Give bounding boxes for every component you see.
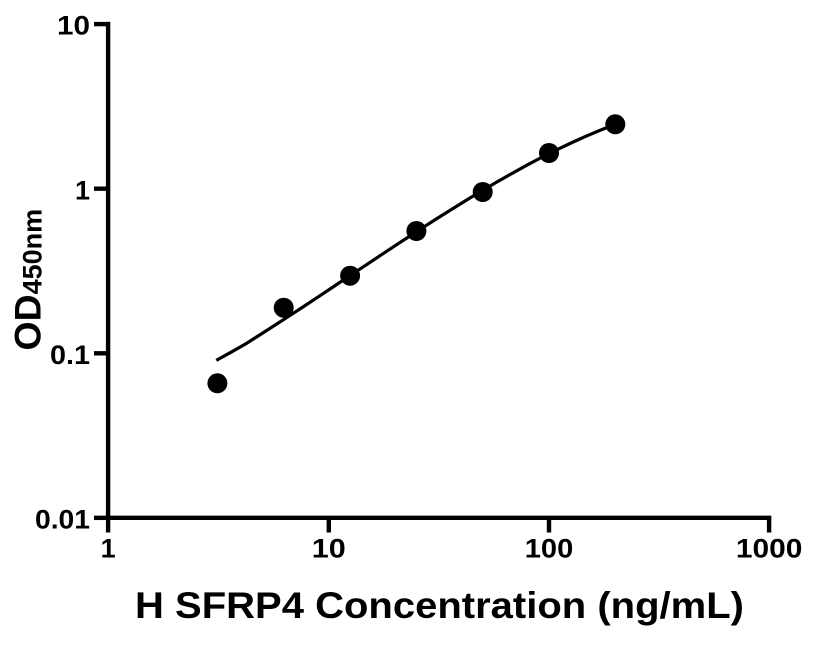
svg-text:1: 1 [101, 534, 116, 564]
svg-text:H SFRP4 Concentration (ng/mL): H SFRP4 Concentration (ng/mL) [135, 585, 744, 626]
svg-text:0.01: 0.01 [35, 504, 90, 534]
svg-text:10: 10 [312, 534, 346, 564]
svg-text:10: 10 [57, 11, 90, 41]
svg-text:100: 100 [525, 534, 574, 564]
svg-text:OD450nm: OD450nm [7, 209, 49, 351]
svg-text:0.1: 0.1 [50, 340, 90, 370]
svg-text:1000: 1000 [736, 534, 803, 564]
svg-text:1: 1 [75, 175, 90, 205]
